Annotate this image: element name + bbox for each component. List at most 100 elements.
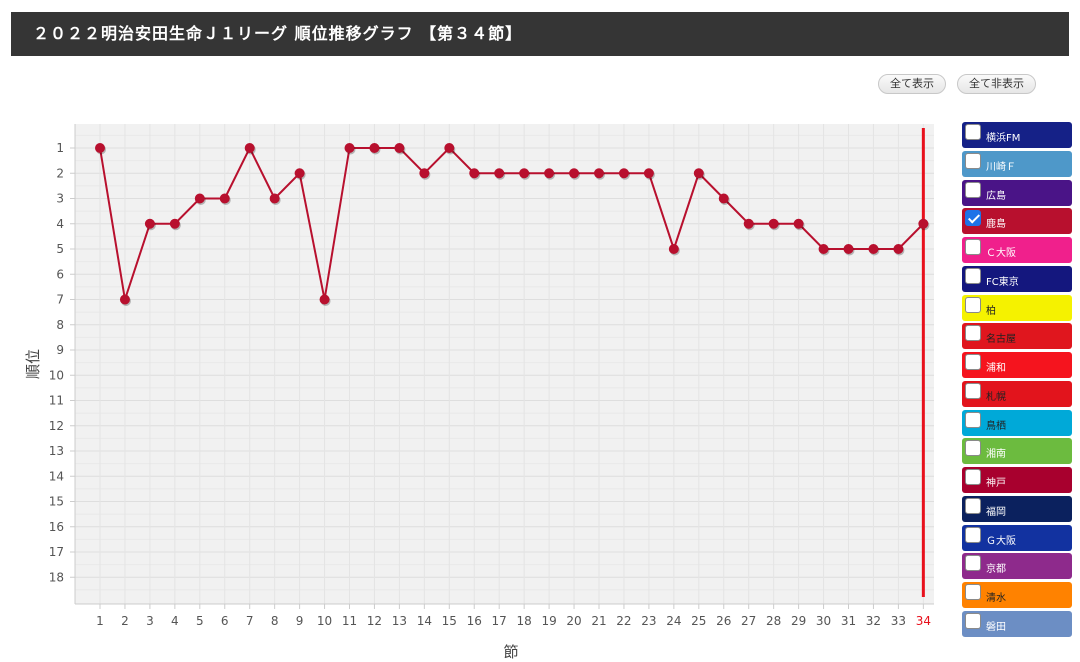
legend-item[interactable]: 名古屋 bbox=[962, 323, 1072, 350]
legend-item[interactable]: 磐田 bbox=[962, 610, 1072, 637]
data-point bbox=[693, 168, 704, 179]
data-point bbox=[394, 143, 405, 153]
team-checkbox[interactable] bbox=[965, 267, 981, 284]
y-tick-label: 12 bbox=[49, 419, 64, 433]
team-checkbox[interactable] bbox=[965, 124, 981, 140]
data-point bbox=[244, 143, 255, 153]
team-checkbox[interactable] bbox=[965, 181, 981, 198]
hide-all-button[interactable]: 全て非表示 bbox=[957, 74, 1036, 94]
legend-item[interactable]: 川崎Ｆ bbox=[962, 150, 1072, 177]
x-tick-label: 19 bbox=[541, 614, 556, 628]
team-label: 神戸 bbox=[986, 478, 1006, 489]
x-tick-label: 9 bbox=[296, 614, 304, 628]
x-tick-label: 26 bbox=[716, 614, 731, 628]
legend-item[interactable]: 柏 bbox=[962, 294, 1072, 321]
series-line bbox=[99, 145, 925, 300]
x-tick-label: 20 bbox=[566, 614, 581, 628]
legend-item[interactable]: 浦和 bbox=[962, 352, 1072, 378]
y-tick-label: 18 bbox=[49, 570, 64, 584]
legend-item[interactable]: 清水 bbox=[962, 582, 1072, 608]
x-tick-label: 2 bbox=[121, 614, 129, 628]
team-checkbox[interactable] bbox=[965, 382, 981, 399]
team-label: 磐田 bbox=[986, 621, 1006, 633]
team-checkbox[interactable] bbox=[965, 612, 981, 629]
x-tick-label: 1 bbox=[96, 614, 104, 628]
data-point bbox=[793, 218, 804, 229]
team-checkbox[interactable] bbox=[965, 497, 981, 514]
show-all-button[interactable]: 全て表示 bbox=[878, 74, 946, 94]
team-checkbox[interactable] bbox=[965, 296, 981, 313]
team-label: 広島 bbox=[986, 190, 1006, 202]
data-point bbox=[219, 193, 230, 204]
data-point bbox=[469, 168, 480, 179]
team-checkbox[interactable] bbox=[965, 440, 981, 457]
legend-item[interactable]: 湘南 bbox=[962, 438, 1072, 465]
y-axis-label: 順位 bbox=[24, 349, 42, 379]
y-tick-label: 7 bbox=[56, 293, 64, 307]
data-point bbox=[544, 168, 555, 179]
team-checkbox[interactable] bbox=[965, 584, 981, 600]
x-tick-label: 8 bbox=[271, 614, 279, 628]
x-tick-label: 34 bbox=[916, 614, 931, 628]
legend-item[interactable]: 鹿島 bbox=[962, 208, 1072, 235]
legend-item[interactable]: Ｇ大阪 bbox=[962, 524, 1072, 551]
x-tick-label: 7 bbox=[246, 614, 254, 628]
page-title: ２０２２明治安田生命Ｊ１リーグ 順位推移グラフ 【第３４節】 bbox=[11, 12, 1069, 56]
legend-item[interactable]: 神戸 bbox=[962, 467, 1072, 493]
legend-item[interactable]: 鳥栖 bbox=[962, 409, 1072, 436]
data-point bbox=[494, 168, 505, 179]
legend-item[interactable]: 福岡 bbox=[962, 495, 1072, 522]
legend-item[interactable]: FC東京 bbox=[962, 265, 1072, 292]
legend-item[interactable]: 札幌 bbox=[962, 380, 1072, 407]
legend-item[interactable]: 京都 bbox=[962, 553, 1072, 580]
team-checkbox[interactable] bbox=[965, 325, 981, 342]
legend-item[interactable]: 横浜FM bbox=[962, 122, 1072, 148]
y-tick-label: 9 bbox=[56, 343, 64, 357]
y-tick-label: 1 bbox=[56, 141, 64, 155]
x-axis-label: 節 bbox=[503, 643, 518, 661]
y-tick-label: 5 bbox=[56, 242, 64, 256]
team-label: 札幌 bbox=[986, 391, 1006, 403]
team-checkbox[interactable] bbox=[965, 354, 981, 370]
data-point bbox=[194, 193, 205, 204]
legend-item[interactable]: Ｃ大阪 bbox=[962, 237, 1072, 263]
team-label: 鹿島 bbox=[986, 219, 1006, 231]
y-tick-label: 6 bbox=[56, 267, 64, 281]
x-tick-label: 25 bbox=[691, 614, 706, 628]
x-tick-labels: 1 2 3 4 5 6 7 8 9 10 11 12 13 14 15 16 17 18 19 20 21 22 23 24 2… bbox=[96, 604, 931, 628]
y-tick-label: 3 bbox=[56, 192, 64, 206]
x-tick-label: 13 bbox=[392, 614, 407, 628]
team-checkbox[interactable] bbox=[965, 152, 981, 169]
team-checkbox[interactable] bbox=[965, 411, 981, 428]
data-point bbox=[95, 143, 105, 153]
y-tick-label: 15 bbox=[49, 495, 64, 509]
team-checkbox[interactable] bbox=[965, 526, 981, 543]
x-tick-label: 31 bbox=[841, 614, 856, 628]
team-label: 柏 bbox=[986, 305, 996, 317]
data-point bbox=[269, 193, 280, 204]
x-tick-label: 17 bbox=[492, 614, 507, 628]
x-tick-label: 14 bbox=[417, 614, 432, 628]
x-tick-label: 10 bbox=[317, 614, 332, 628]
legend-item[interactable]: 広島 bbox=[962, 179, 1072, 206]
x-tick-label: 4 bbox=[171, 614, 179, 628]
team-label: 鳥栖 bbox=[986, 420, 1006, 432]
data-point bbox=[918, 218, 929, 229]
data-point bbox=[119, 294, 130, 305]
x-tick-label: 23 bbox=[641, 614, 656, 628]
data-point bbox=[643, 168, 654, 179]
team-checkbox[interactable] bbox=[965, 469, 981, 485]
data-point bbox=[768, 218, 779, 229]
team-label: Ｃ大阪 bbox=[986, 248, 1016, 259]
team-label: 湘南 bbox=[986, 449, 1006, 461]
y-tick-label: 11 bbox=[49, 394, 64, 408]
x-tick-label: 18 bbox=[517, 614, 532, 628]
team-checkbox[interactable] bbox=[965, 210, 981, 227]
team-label: 横浜FM bbox=[986, 133, 1021, 144]
x-tick-label: 32 bbox=[866, 614, 881, 628]
team-checkbox[interactable] bbox=[965, 555, 981, 572]
x-tick-label: 29 bbox=[791, 614, 806, 628]
team-checkbox[interactable] bbox=[965, 239, 981, 255]
data-point bbox=[519, 168, 530, 179]
